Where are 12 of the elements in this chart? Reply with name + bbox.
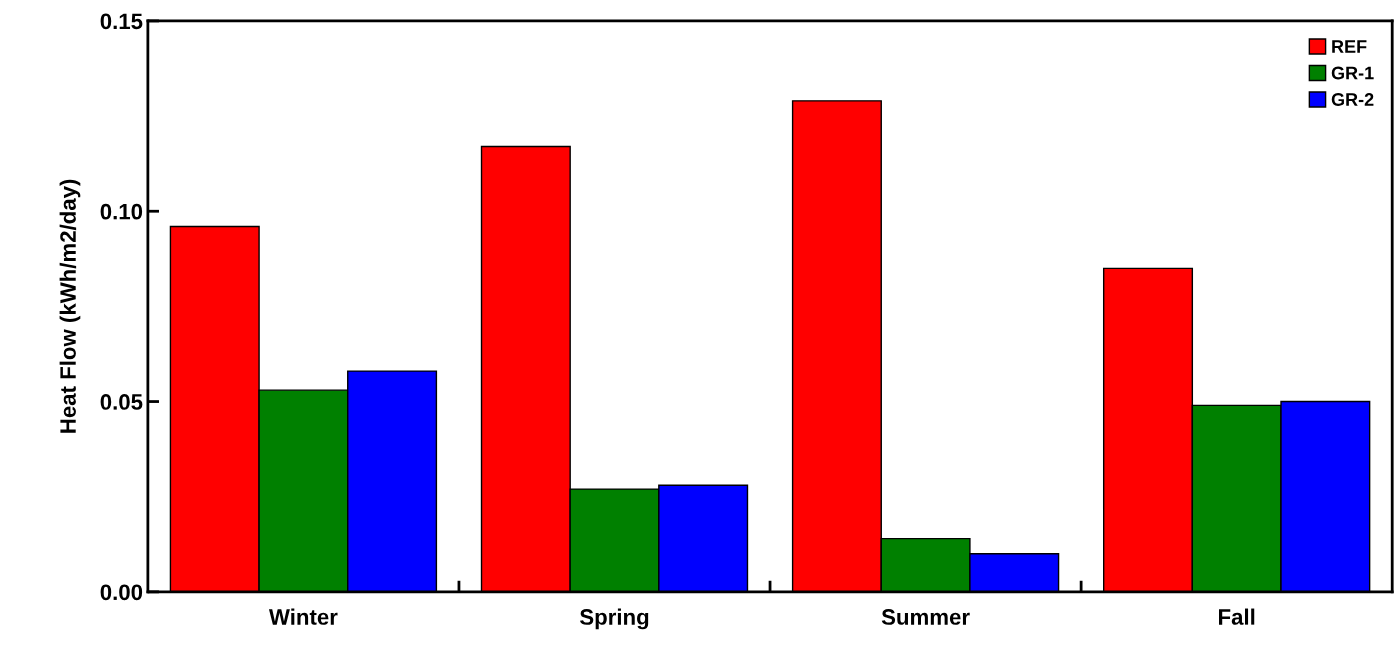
x-tick-label: Fall bbox=[1219, 608, 1255, 625]
y-tick-label: 0.05 bbox=[100, 394, 143, 410]
x-tick-label: Summer bbox=[881, 609, 970, 625]
y-axis-title: Heat Flow (kWh/m2/day) bbox=[59, 179, 81, 433]
y-tick-label: 0.00 bbox=[100, 584, 143, 601]
x-tick-label: Spring bbox=[579, 608, 649, 630]
legend-label: GR-2 bbox=[1331, 93, 1374, 106]
y-tick-label: 0.10 bbox=[100, 203, 143, 220]
legend-label: GR-1 bbox=[1331, 66, 1374, 80]
legend-label: REF bbox=[1332, 40, 1367, 53]
y-tick-label: 0.15 bbox=[100, 13, 143, 30]
x-tick-label: Winter bbox=[268, 608, 338, 625]
